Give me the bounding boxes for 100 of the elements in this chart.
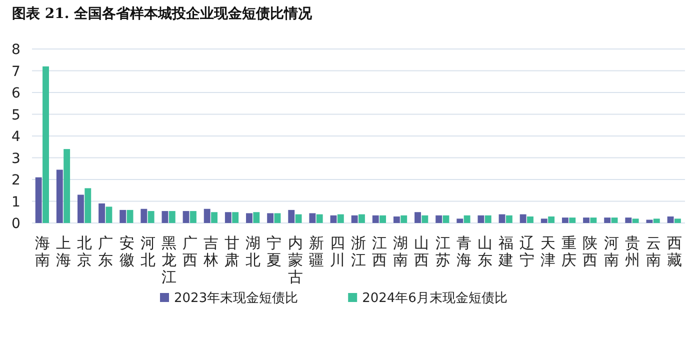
x-tick-label: 四川 — [330, 234, 345, 269]
bar — [569, 218, 576, 223]
bar — [168, 211, 176, 223]
x-tick-label: 山东 — [477, 234, 492, 269]
bar — [274, 213, 281, 223]
x-tick-label: 青海 — [456, 234, 472, 269]
bar — [393, 216, 400, 223]
bar — [506, 215, 512, 223]
bar — [562, 218, 568, 223]
bar — [56, 170, 63, 223]
x-tick-label: 山西 — [414, 234, 430, 269]
bar — [190, 211, 196, 223]
y-tick-label: 2 — [12, 172, 20, 188]
y-tick-label: 0 — [12, 216, 20, 232]
bar — [224, 212, 232, 223]
bar — [667, 216, 674, 223]
bar — [288, 210, 295, 223]
bar — [316, 214, 323, 223]
bar — [456, 218, 464, 223]
bar — [498, 214, 506, 223]
x-tick-label: 辽宁 — [520, 234, 535, 269]
y-tick-label: 6 — [12, 86, 21, 102]
x-tick-label: 西藏 — [666, 234, 682, 269]
bar — [351, 215, 358, 223]
x-tick-label: 吉林 — [202, 234, 219, 269]
bar — [527, 216, 534, 223]
bar — [604, 218, 611, 223]
x-tick-label: 重庆 — [562, 234, 577, 269]
bar — [358, 214, 365, 223]
bar — [267, 213, 274, 223]
x-tick-label: 湖北 — [246, 234, 261, 269]
x-tick-label: 河北 — [140, 234, 156, 269]
x-tick-label: 甘肃 — [224, 234, 240, 269]
x-tick-label: 江西 — [372, 234, 388, 269]
y-tick-label: 5 — [12, 107, 20, 124]
y-tick-label: 7 — [12, 64, 20, 80]
bar — [106, 206, 112, 223]
y-tick-label: 1 — [12, 194, 20, 210]
bar — [540, 218, 548, 223]
bar — [42, 66, 49, 223]
x-tick-label: 贵州 — [624, 234, 640, 269]
bar — [414, 212, 421, 223]
bar — [120, 210, 126, 223]
x-tick-label: 内蒙古 — [288, 234, 303, 286]
bar — [520, 214, 526, 223]
x-tick-label: 湖南 — [393, 234, 408, 269]
bar — [548, 216, 555, 223]
bar — [84, 188, 92, 223]
y-tick-label: 3 — [12, 150, 20, 167]
bar — [372, 215, 379, 223]
bar — [632, 218, 639, 223]
y-tick-label: 8 — [12, 42, 20, 58]
x-tick-label: 北京 — [77, 234, 92, 269]
bar — [35, 177, 42, 223]
bar — [98, 203, 106, 223]
bar — [464, 215, 470, 223]
bar — [611, 218, 618, 223]
x-tick-label: 新疆 — [308, 234, 324, 269]
bar — [337, 214, 344, 223]
chart-title: 图表 21. 全国各省样本城投企业现金短债比情况 — [12, 6, 314, 22]
x-tick-label: 上海 — [56, 234, 72, 269]
bar — [246, 213, 252, 223]
x-tick-label: 陕西 — [582, 234, 598, 269]
bar — [674, 218, 681, 223]
bar — [126, 210, 134, 223]
x-tick-label: 浙江 — [351, 234, 366, 269]
x-tick-label: 广西 — [182, 234, 198, 269]
bar — [330, 215, 337, 223]
x-tick-label: 安徽 — [119, 234, 134, 269]
bar — [211, 212, 218, 223]
bar — [140, 208, 148, 223]
bar — [232, 212, 239, 223]
y-tick-label: 4 — [12, 129, 21, 145]
bar — [78, 194, 84, 223]
bar — [478, 215, 484, 223]
x-tick-label: 云南 — [646, 234, 661, 269]
bar — [400, 215, 408, 223]
bar — [295, 214, 302, 223]
x-tick-label: 广东 — [98, 234, 114, 269]
bar — [436, 215, 442, 223]
x-tick-label: 黑龙江 — [161, 234, 176, 286]
bar — [583, 218, 590, 223]
bar — [309, 213, 316, 223]
bar — [380, 215, 386, 223]
x-tick-label: 海南 — [35, 234, 50, 269]
bar — [484, 215, 492, 223]
x-tick-label: 江苏 — [435, 234, 450, 269]
bar — [162, 211, 168, 223]
bar — [590, 218, 597, 223]
bar — [182, 211, 190, 223]
bar — [148, 211, 154, 223]
bar — [625, 218, 632, 223]
bar — [253, 212, 260, 223]
legend-label: 2023年末现金短债比 — [174, 291, 298, 306]
bar — [422, 215, 428, 223]
x-tick-label: 福建 — [497, 234, 514, 269]
bar — [64, 149, 70, 223]
bar — [653, 218, 660, 223]
x-tick-label: 河南 — [604, 234, 619, 269]
legend-label: 2024年6月末现金短债比 — [362, 291, 508, 306]
